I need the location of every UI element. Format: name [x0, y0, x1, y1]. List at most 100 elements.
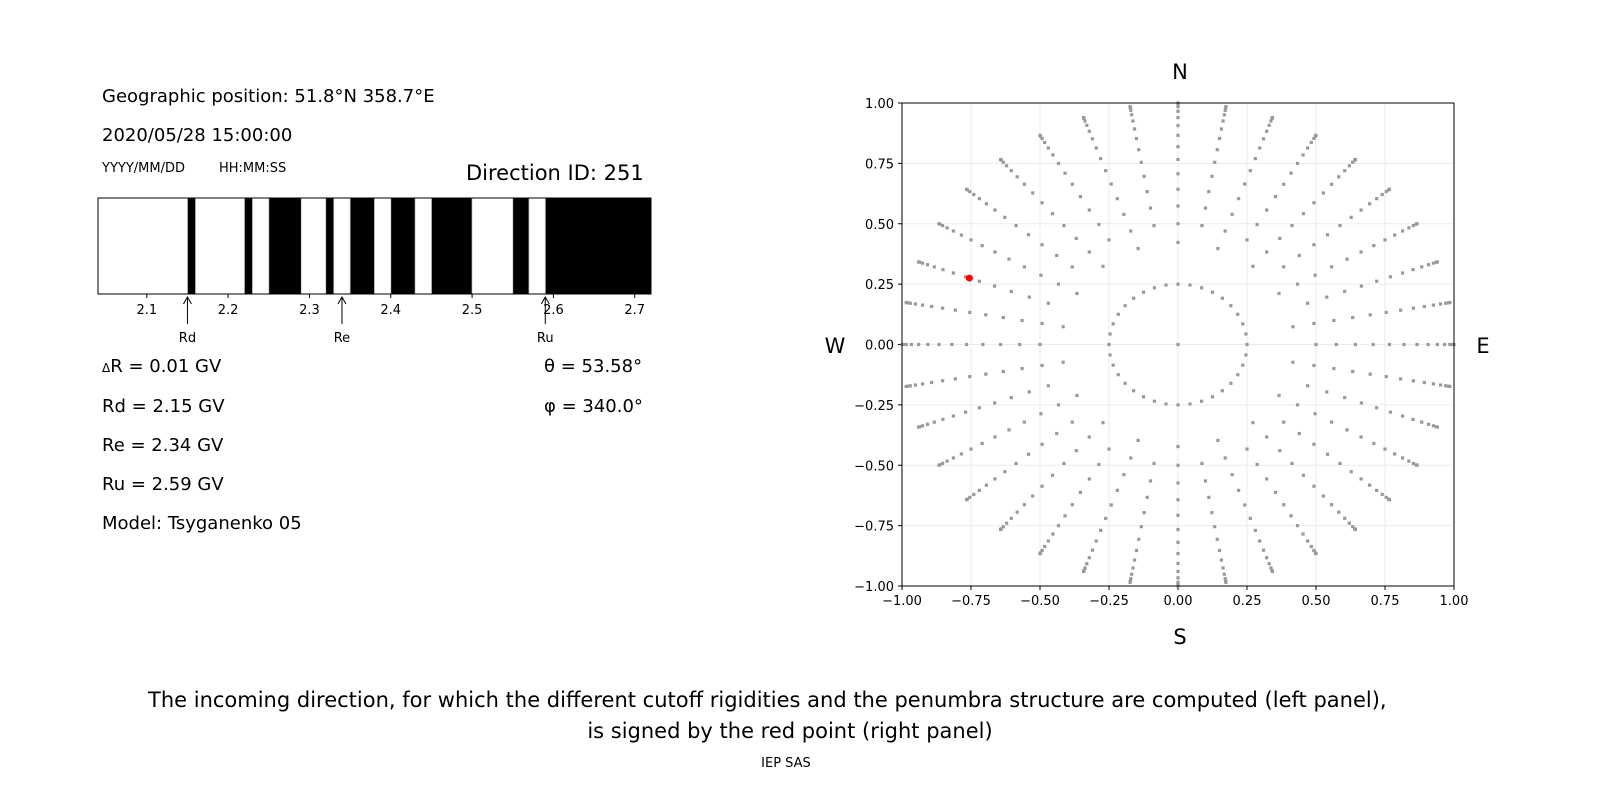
grid-point	[1188, 283, 1192, 287]
grid-point	[1070, 503, 1074, 507]
grid-point	[1038, 133, 1042, 137]
grid-point	[968, 310, 972, 314]
grid-point	[1142, 511, 1146, 515]
grid-point	[1223, 456, 1227, 460]
grid-point	[1130, 572, 1134, 576]
grid-point	[1368, 313, 1372, 317]
grid-point	[1082, 115, 1086, 120]
grid-point	[1309, 544, 1313, 549]
grid-point	[1312, 548, 1316, 553]
grid-point	[959, 233, 963, 237]
grid-point	[1043, 544, 1047, 549]
grid-point	[1243, 182, 1247, 186]
grid-point	[1005, 164, 1009, 168]
grid-point	[977, 406, 981, 410]
compass-e: E	[1476, 334, 1489, 358]
grid-point	[1039, 412, 1043, 416]
grid-point	[1210, 511, 1214, 515]
grid-point	[1265, 129, 1269, 133]
grid-point	[1295, 403, 1300, 407]
grid-point	[1132, 389, 1136, 393]
compass-n: N	[1172, 60, 1188, 84]
grid-point	[1415, 342, 1419, 347]
grid-point	[1130, 113, 1134, 117]
y-tick-label: 0.75	[865, 157, 894, 172]
grid-point	[1123, 304, 1127, 308]
grid-point	[993, 208, 997, 212]
grid-point	[1200, 461, 1204, 466]
grid-point	[1325, 452, 1330, 456]
grid-point	[1312, 201, 1316, 205]
x-tick-label: −1.00	[882, 594, 922, 609]
grid-point	[1245, 447, 1249, 451]
forbidden-band	[243, 197, 253, 295]
grid-point	[1236, 312, 1240, 316]
grid-point	[1203, 206, 1208, 210]
grid-point	[968, 495, 972, 499]
grid-point	[984, 202, 988, 206]
grid-point	[1176, 172, 1180, 176]
grid-point	[1387, 342, 1392, 347]
grid-point	[1176, 513, 1180, 517]
grid-point	[1261, 548, 1266, 552]
x-tick-label: 2.2	[218, 303, 239, 318]
grid-point	[1055, 253, 1059, 258]
grid-point	[1297, 431, 1301, 436]
time-format: HH:MM:SS	[219, 161, 287, 176]
grid-point	[1122, 212, 1126, 216]
grid-point	[1314, 552, 1318, 556]
rd-value: Rd = 2.15 GV	[102, 396, 225, 417]
grid-point	[1005, 521, 1009, 525]
grid-point	[1248, 169, 1252, 173]
grid-point	[1230, 473, 1234, 477]
grid-point	[1368, 483, 1372, 487]
grid-point	[1422, 380, 1426, 385]
grid-point	[1388, 275, 1393, 279]
grid-point	[1301, 212, 1306, 216]
grid-point	[1219, 558, 1224, 562]
grid-point	[1176, 444, 1180, 449]
grid-point	[1108, 353, 1112, 357]
x-tick-label: −0.25	[1089, 594, 1129, 609]
grid-point	[1137, 537, 1141, 541]
grid-point	[908, 384, 912, 388]
grid-point	[1087, 129, 1091, 133]
x-tick-label: 0.50	[1302, 594, 1331, 609]
grid-point	[920, 303, 925, 307]
grid-point	[1070, 182, 1074, 186]
grid-point	[1210, 395, 1215, 399]
grid-point	[1291, 325, 1295, 329]
grid-point	[1145, 190, 1149, 194]
re-value: Re = 2.34 GV	[102, 435, 224, 456]
grid-point	[1265, 435, 1269, 439]
grid-point	[1220, 296, 1224, 300]
penumbra-axes-frame	[97, 197, 652, 295]
grid-point	[1448, 384, 1452, 389]
grid-point	[941, 461, 945, 466]
grid-point	[1343, 169, 1347, 173]
grid-point	[1139, 525, 1143, 529]
grid-point	[1216, 438, 1220, 443]
grid-point	[1083, 119, 1087, 123]
grid-point	[1216, 246, 1220, 251]
grid-point	[1031, 494, 1035, 498]
grid-point	[1330, 420, 1334, 424]
grid-point	[1278, 449, 1282, 453]
grid-point	[1176, 580, 1180, 584]
grid-point	[1087, 556, 1091, 560]
grid-point	[1107, 342, 1111, 347]
grid-point	[1176, 282, 1180, 286]
grid-point	[1345, 257, 1349, 261]
grid-point	[1301, 532, 1305, 536]
grid-point	[1401, 456, 1405, 460]
grid-point	[1401, 271, 1405, 275]
grid-point	[1435, 260, 1439, 264]
grid-point	[977, 279, 981, 283]
grid-point	[1325, 295, 1329, 299]
grid-point	[1075, 291, 1079, 296]
grid-point	[1253, 528, 1257, 532]
grid-point	[1351, 315, 1355, 320]
grid-point	[1009, 289, 1013, 294]
x-tick-label: 0.25	[1233, 594, 1262, 609]
grid-point	[1145, 495, 1149, 499]
